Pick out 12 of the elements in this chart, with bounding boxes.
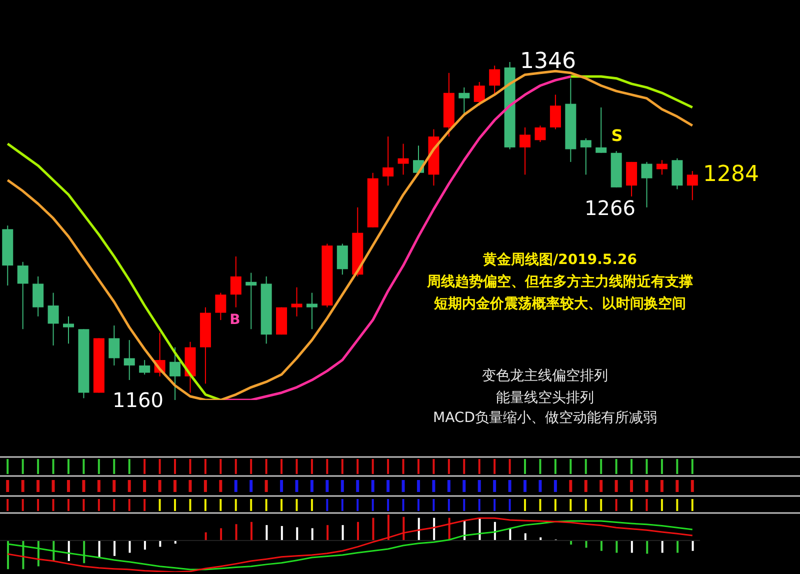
annotation: 黄金周线图/2019.5.26	[482, 252, 638, 269]
annotation: 变色龙主线偏空排列	[481, 368, 609, 385]
annotation: 1160	[112, 388, 164, 412]
annotation: S	[610, 126, 624, 146]
annotation: 周线趋势偏空、但在多方主力线附近有支撑	[426, 274, 694, 291]
annotation: 短期内金价震荡概率较大、以时间换空间	[433, 296, 687, 313]
annotation: 1346	[519, 48, 577, 76]
annotation: 1266	[584, 196, 636, 220]
text: 1284	[702, 162, 760, 188]
annotation: B	[228, 312, 242, 329]
text: MACD负量缩小、做空动能有所减弱	[432, 410, 658, 427]
annotation: 能量线空头排列	[495, 390, 595, 407]
